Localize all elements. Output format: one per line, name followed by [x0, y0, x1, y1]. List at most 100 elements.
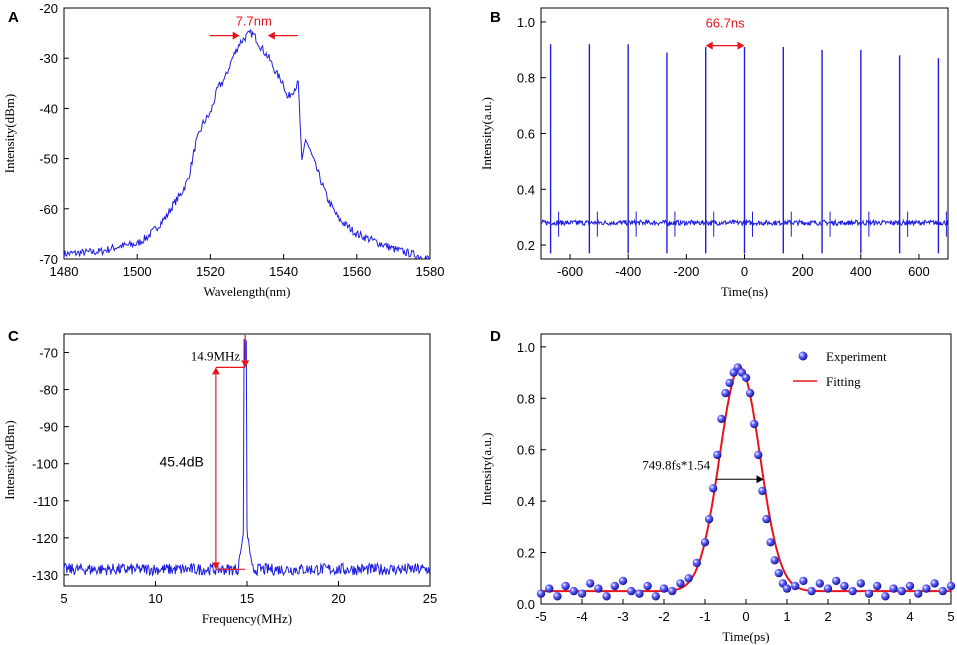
experiment-point — [569, 586, 578, 596]
x-axis-label: Time(ps) — [722, 629, 769, 644]
experiment-point — [659, 584, 669, 593]
snr-arrow-down-head — [211, 562, 220, 570]
y-tick-label: -130 — [32, 568, 58, 583]
y-axis-label: Intensity(dBm) — [2, 420, 17, 499]
y-tick-label: 0.8 — [517, 71, 535, 86]
y-tick-label: 1.0 — [517, 340, 535, 355]
experiment-point — [881, 592, 890, 601]
rf-spectrum-trace — [64, 338, 430, 577]
experiment-point — [745, 388, 755, 398]
y-tick-label: 0.4 — [517, 494, 535, 509]
panel-b: B -600 -400 -200 0 200 400 600 0.2 0.4 0.6 0.8 1.0 Ti… — [479, 7, 949, 299]
experiment-point — [815, 579, 824, 588]
snr-arrow-up-head — [211, 367, 220, 375]
panel-d: D -5 -4 -3 -2 -1 0 1 2 3 4 5 0.0 0.2 0.4 0.6 0.8 1.0 Time(… — [479, 328, 956, 644]
experiment-point — [684, 574, 693, 583]
experiment-point — [635, 589, 644, 598]
experiment-point — [602, 592, 611, 601]
y-tick-label: -70 — [39, 346, 58, 361]
x-tick-label: 1540 — [269, 264, 298, 279]
x-tick-label: -1 — [699, 609, 711, 624]
x-tick-label: 5 — [60, 591, 67, 606]
x-tick-label: 1 — [783, 609, 790, 624]
x-tick-label: 1560 — [342, 264, 371, 279]
x-tick-label: 15 — [240, 591, 254, 606]
legend-fitting-label: Fitting — [826, 374, 861, 389]
bandwidth-label: 7.7nm — [236, 14, 272, 29]
experiment-point — [713, 450, 722, 460]
experiment-point — [704, 514, 714, 524]
y-axis-label: Intensity(a.u.) — [479, 433, 494, 506]
peak-marker-head — [241, 360, 250, 368]
experiment-point — [577, 589, 587, 598]
x-tick-label: -400 — [615, 264, 641, 279]
experiment-point — [709, 484, 718, 493]
x-tick-label: 1520 — [196, 264, 225, 279]
legend-experiment-marker — [798, 351, 808, 361]
experiment-point — [774, 568, 783, 578]
y-tick-label: 0.2 — [517, 546, 535, 561]
experiment-point — [668, 586, 677, 596]
legend-experiment-label: Experiment — [826, 349, 887, 364]
x-tick-label: -5 — [535, 609, 547, 624]
x-axis-label: Time(ns) — [721, 284, 768, 299]
bandwidth-arrow-right-head — [267, 31, 275, 40]
experiment-point — [832, 576, 841, 586]
spectrum-trace — [64, 29, 430, 259]
experiment-point — [938, 586, 947, 596]
x-tick-label: 200 — [792, 264, 814, 279]
panel-letter: C — [8, 328, 19, 345]
experiment-point — [922, 584, 931, 593]
experiment-point — [782, 584, 792, 593]
x-tick-label: 2 — [824, 609, 831, 624]
x-tick-label: 0 — [741, 264, 748, 279]
experiment-point — [914, 589, 923, 598]
y-tick-label: 0.6 — [517, 443, 535, 458]
plot-frame — [63, 7, 431, 260]
experiment-point — [594, 584, 603, 593]
y-tick-label: 0.6 — [517, 127, 535, 142]
experiment-point — [823, 584, 833, 593]
experiment-point — [725, 378, 734, 388]
x-tick-label: -4 — [576, 609, 588, 624]
experiment-point — [889, 584, 898, 593]
x-tick-label: -3 — [617, 609, 629, 624]
fwhm-arrow-head — [756, 475, 764, 484]
y-tick-label: -120 — [32, 531, 58, 546]
x-tick-label: -200 — [673, 264, 699, 279]
y-axis-label: Intensity(dBm) — [2, 94, 17, 173]
experiment-point — [766, 538, 775, 547]
x-tick-label: 3 — [865, 609, 872, 624]
experiment-point — [930, 579, 939, 588]
x-tick-label: 1480 — [50, 264, 79, 279]
experiment-point — [553, 592, 562, 601]
y-tick-label: 0.0 — [517, 597, 535, 612]
panel-letter: A — [8, 9, 19, 26]
y-axis-label: Intensity(a.u.) — [479, 97, 494, 170]
experiment-point — [721, 388, 730, 398]
experiment-point — [856, 579, 865, 588]
y-tick-label: 1.0 — [517, 15, 535, 30]
experiment-point — [741, 373, 751, 382]
panel-letter: B — [490, 9, 501, 26]
experiment-point — [545, 584, 554, 593]
x-tick-label: 400 — [850, 264, 872, 279]
experiment-point — [762, 514, 771, 524]
experiment-point — [758, 486, 767, 496]
y-tick-label: 0.2 — [517, 238, 535, 253]
y-tick-label: 0.8 — [517, 391, 535, 406]
experiment-point — [864, 589, 874, 598]
experiment-point — [750, 419, 759, 429]
y-tick-label: -40 — [39, 101, 58, 116]
y-tick-label: -70 — [39, 252, 58, 267]
bandwidth-arrow-left-head — [232, 31, 240, 40]
experiment-point — [700, 538, 710, 547]
experiment-point — [848, 586, 857, 596]
y-tick-label: -20 — [39, 1, 58, 16]
period-label: 66.7ns — [706, 16, 746, 31]
experiment-point — [905, 581, 915, 591]
x-tick-label: 25 — [423, 591, 437, 606]
period-arrow-left-head — [705, 41, 713, 50]
x-tick-label: 4 — [906, 609, 913, 624]
y-tick-label: -30 — [39, 51, 58, 66]
